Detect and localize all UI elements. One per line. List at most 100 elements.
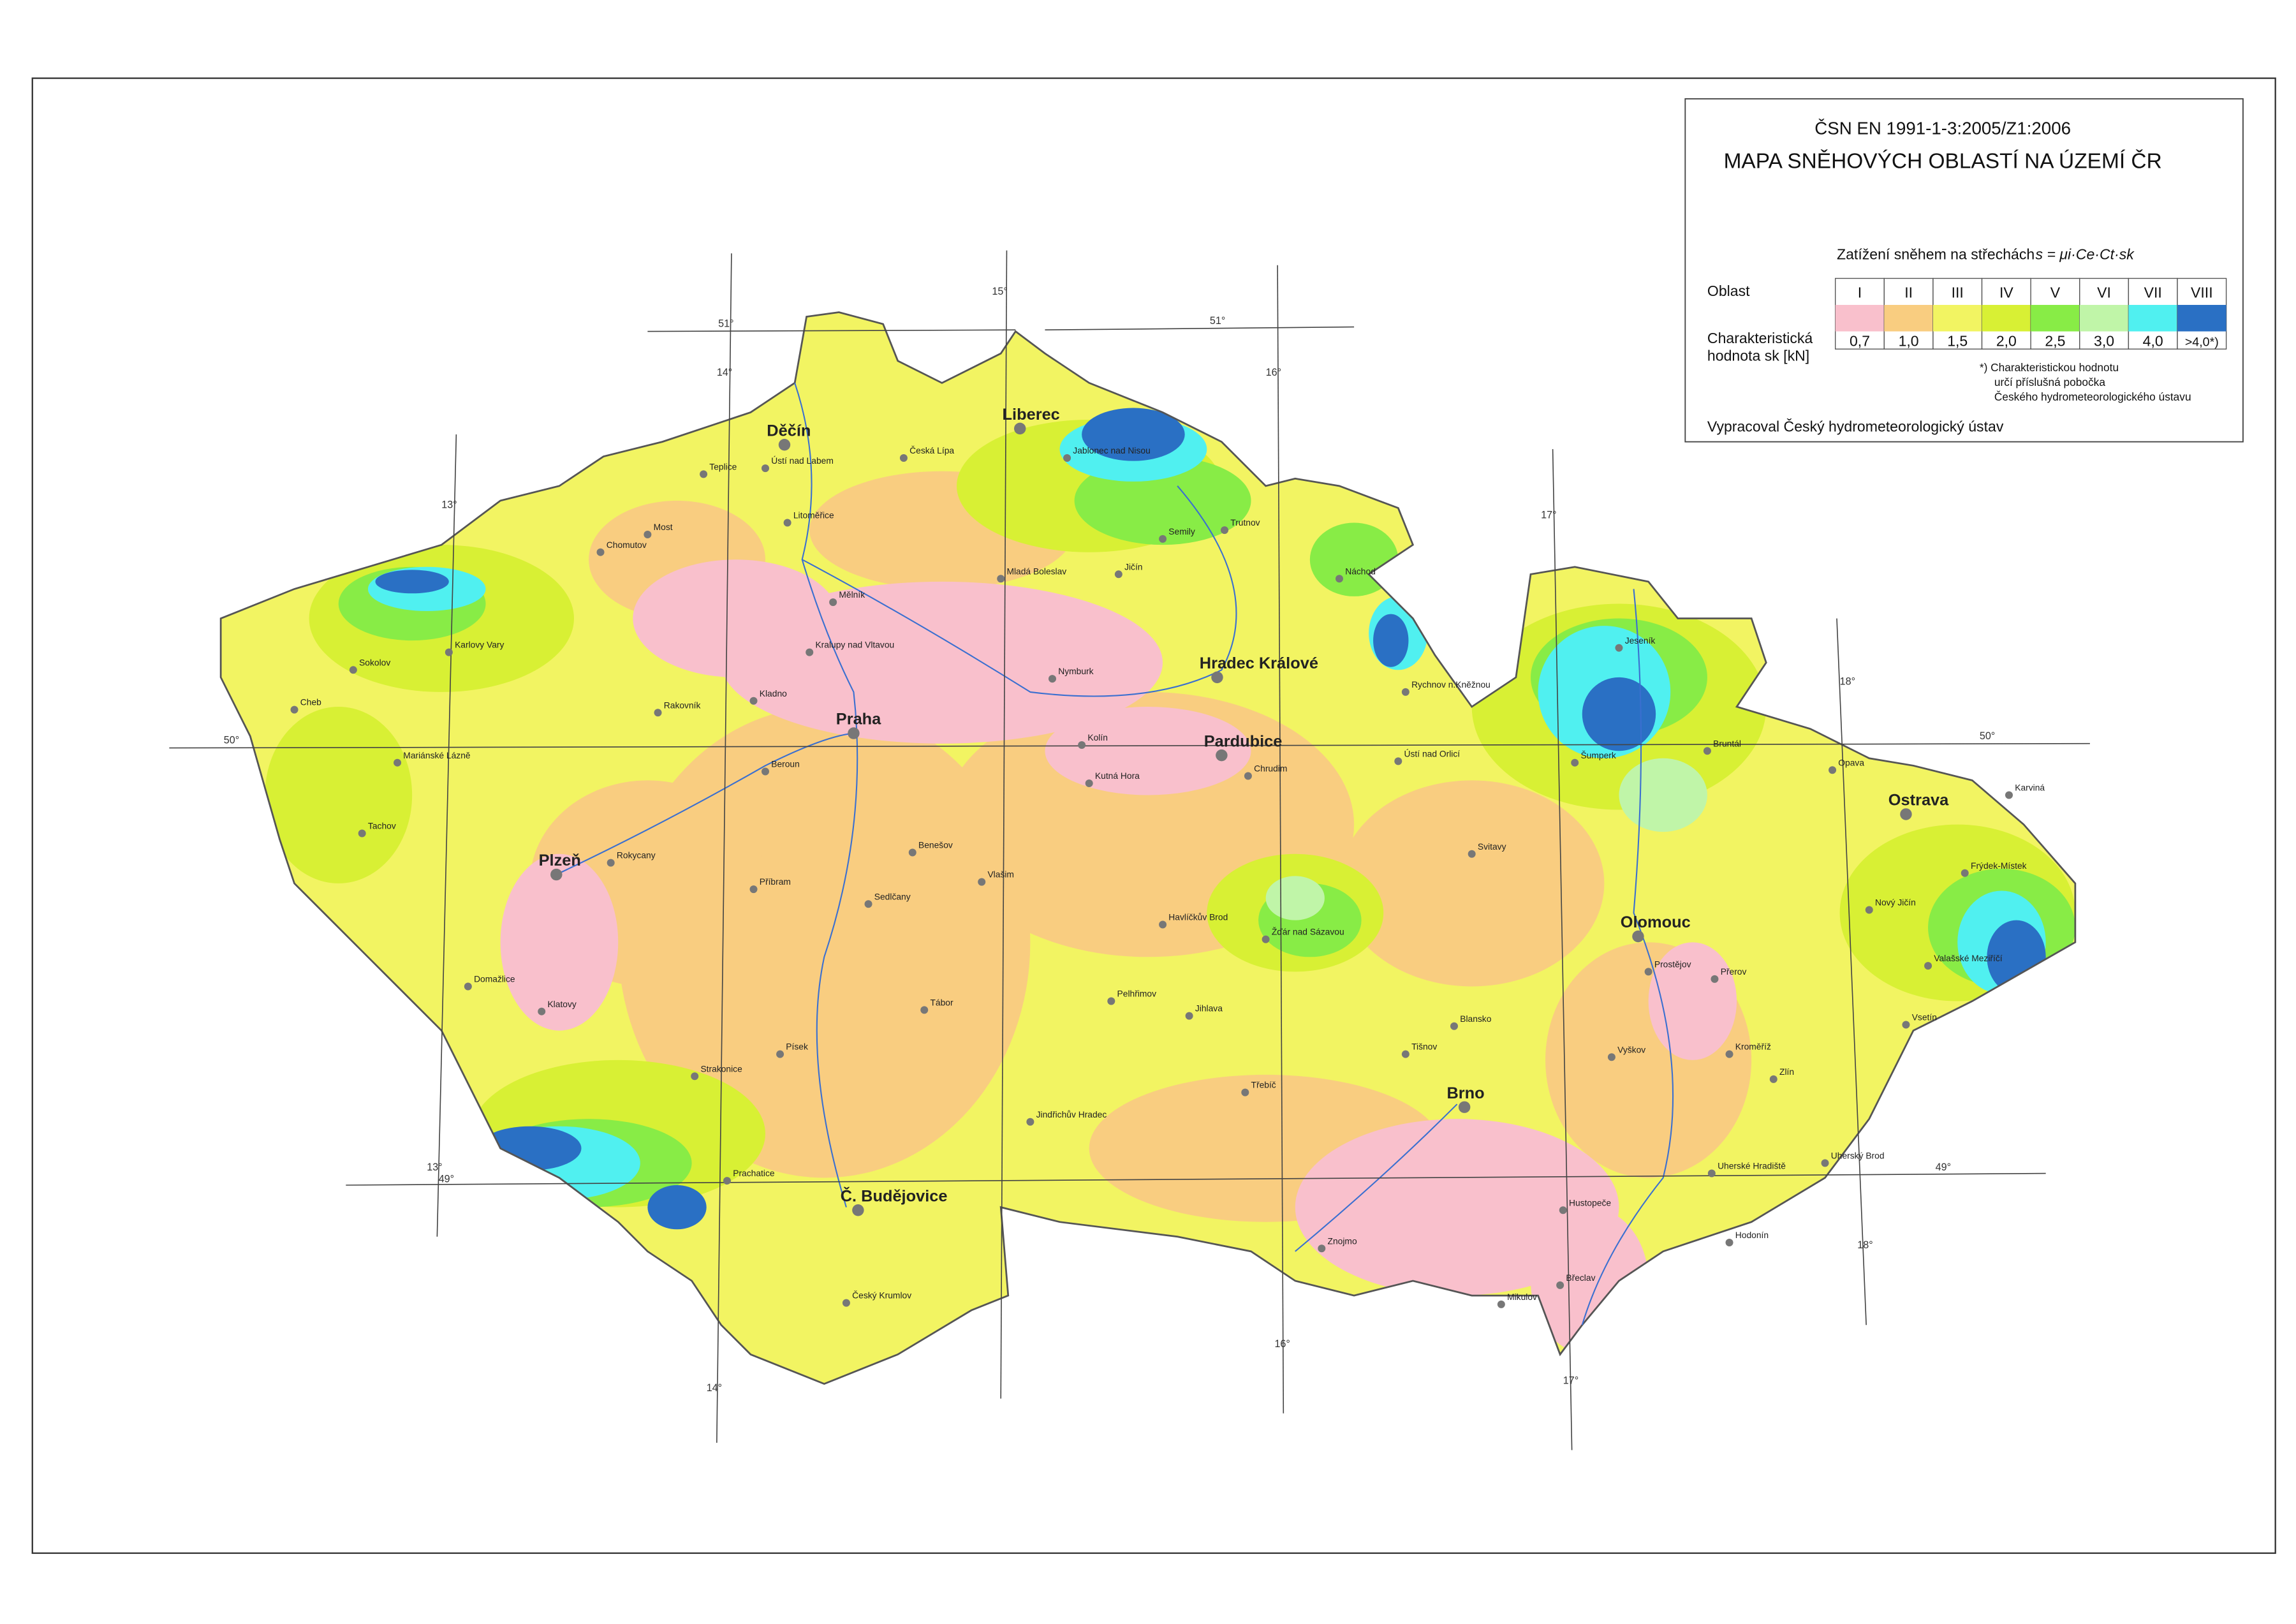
city-label: Vyškov (1617, 1044, 1645, 1054)
city-dot (723, 1177, 731, 1185)
city-label: Nový Jičín (1875, 897, 1916, 908)
city-label: Jičín (1124, 561, 1142, 572)
city-label: Kutná Hora (1095, 771, 1140, 781)
city-dot (1401, 1050, 1409, 1058)
city-dot (1336, 575, 1343, 583)
city-dot (1644, 968, 1652, 976)
zone-label: VIII (2191, 284, 2213, 300)
city-label: Přerov (1721, 966, 1747, 977)
city-label: Hradec Králové (1200, 654, 1318, 672)
city-dot (1468, 850, 1476, 858)
city-dot (1571, 758, 1579, 767)
city-label: Jablonec nad Nisou (1073, 445, 1150, 455)
zone-label: VI (2097, 284, 2111, 300)
lon-label: 14° (717, 367, 732, 378)
city-label: Opava (1838, 757, 1864, 767)
zone-value: 3,0 (2094, 333, 2114, 350)
city-dot (920, 1006, 929, 1014)
zone-value: >4,0*) (2185, 336, 2219, 350)
zone-row-label: Oblast (1707, 283, 1750, 299)
city-label: Benešov (918, 840, 953, 850)
city-dot (1865, 906, 1873, 914)
city-label: Ostrava (1888, 792, 1949, 809)
lon-label: 13° (427, 1162, 442, 1173)
city-label: Rokycany (617, 850, 656, 860)
city-label: Olomouc (1621, 913, 1691, 931)
zone-value: 4,0 (2143, 333, 2163, 350)
lon-label: 17° (1563, 1375, 1578, 1387)
city-dot (749, 885, 758, 894)
zone-label: V (2050, 284, 2061, 300)
city-dot (852, 1204, 864, 1216)
city-label: Hodonín (1735, 1230, 1769, 1240)
city-dot (829, 598, 837, 607)
city-dot (762, 767, 770, 776)
lat-label: 51° (1210, 315, 1225, 327)
city-label: Rychnov n.Kněžnou (1411, 679, 1490, 690)
city-dot (654, 709, 662, 717)
city-dot (596, 548, 605, 556)
zone-color-swatch (1982, 305, 2031, 332)
city-dot (1085, 779, 1093, 788)
zone-value: 1,5 (1947, 333, 1968, 350)
city-label: Česká Lípa (909, 445, 954, 455)
city-label: Chomutov (607, 540, 647, 550)
city-label: Hustopeče (1569, 1197, 1611, 1207)
lon-label: 18° (1857, 1239, 1873, 1251)
lon-label: 13° (441, 499, 457, 510)
lon-label: 14° (707, 1382, 722, 1394)
city-label: Písek (786, 1042, 808, 1052)
city-dot (1049, 675, 1057, 683)
city-dot (1114, 570, 1122, 579)
city-dot (1159, 535, 1167, 543)
city-label: Žďár nad Sázavou (1272, 927, 1344, 937)
lon-label: 15° (992, 286, 1007, 297)
zone-color-swatch (2031, 305, 2080, 332)
city-label: Mělník (839, 589, 865, 600)
lat-label: 49° (1936, 1162, 1951, 1173)
city-label: Ústí nad Labem (771, 455, 834, 466)
city-label: Domažlice (474, 974, 515, 984)
zone-value: 1,0 (1899, 333, 1919, 350)
formula-text: Zatížení sněhem na střechách (1837, 246, 2035, 262)
city-dot (290, 705, 298, 714)
city-label: Brno (1446, 1084, 1484, 1102)
city-dot (691, 1072, 699, 1081)
lon-label: 16° (1266, 367, 1281, 378)
city-dot (842, 1299, 850, 1307)
city-dot (1216, 749, 1228, 762)
city-dot (1241, 1088, 1249, 1096)
lon-label: 18° (1840, 675, 1855, 687)
city-dot (445, 648, 453, 656)
value-row-label: Charakteristická (1707, 330, 1813, 346)
city-label: Svitavy (1478, 841, 1506, 852)
city-label: Semily (1168, 526, 1195, 536)
city-label: Český Krumlov (852, 1290, 911, 1301)
map-frame (31, 77, 2276, 1554)
city-label: Kolín (1087, 732, 1108, 742)
city-label: Bruntál (1713, 738, 1741, 748)
city-label: Strakonice (700, 1063, 742, 1074)
zone-label: II (1904, 284, 1913, 300)
city-label: Praha (836, 711, 881, 728)
city-dot (1725, 1050, 1733, 1058)
lat-label: 50° (1980, 730, 1995, 742)
graticule-labels: 51° 51° 50° 50° 49° 49° 13° 14° 15° 16° … (224, 286, 1995, 1394)
city-label: Sedlčany (874, 891, 911, 901)
city-label: Třebíč (1251, 1080, 1276, 1090)
lat-label: 51° (718, 318, 733, 330)
city-dot (1063, 454, 1071, 462)
footnote-line: Českého hydrometeorologického ústavu (1994, 390, 2191, 403)
city-label: Kralupy nad Vltavou (815, 640, 894, 650)
city-label: Jeseník (1625, 635, 1656, 646)
city-dot (700, 470, 708, 478)
city-dot (1961, 869, 1969, 877)
city-label: Mikulov (1507, 1292, 1537, 1302)
city-dot (1707, 1169, 1716, 1177)
city-label: Uherské Hradiště (1718, 1161, 1786, 1171)
city-label: Klatovy (547, 999, 576, 1009)
city-dot (1821, 1159, 1829, 1167)
city-label: Most (654, 522, 673, 532)
formula: s = μi·Ce·Ct·sk (2036, 246, 2135, 262)
city-dot (749, 697, 758, 705)
